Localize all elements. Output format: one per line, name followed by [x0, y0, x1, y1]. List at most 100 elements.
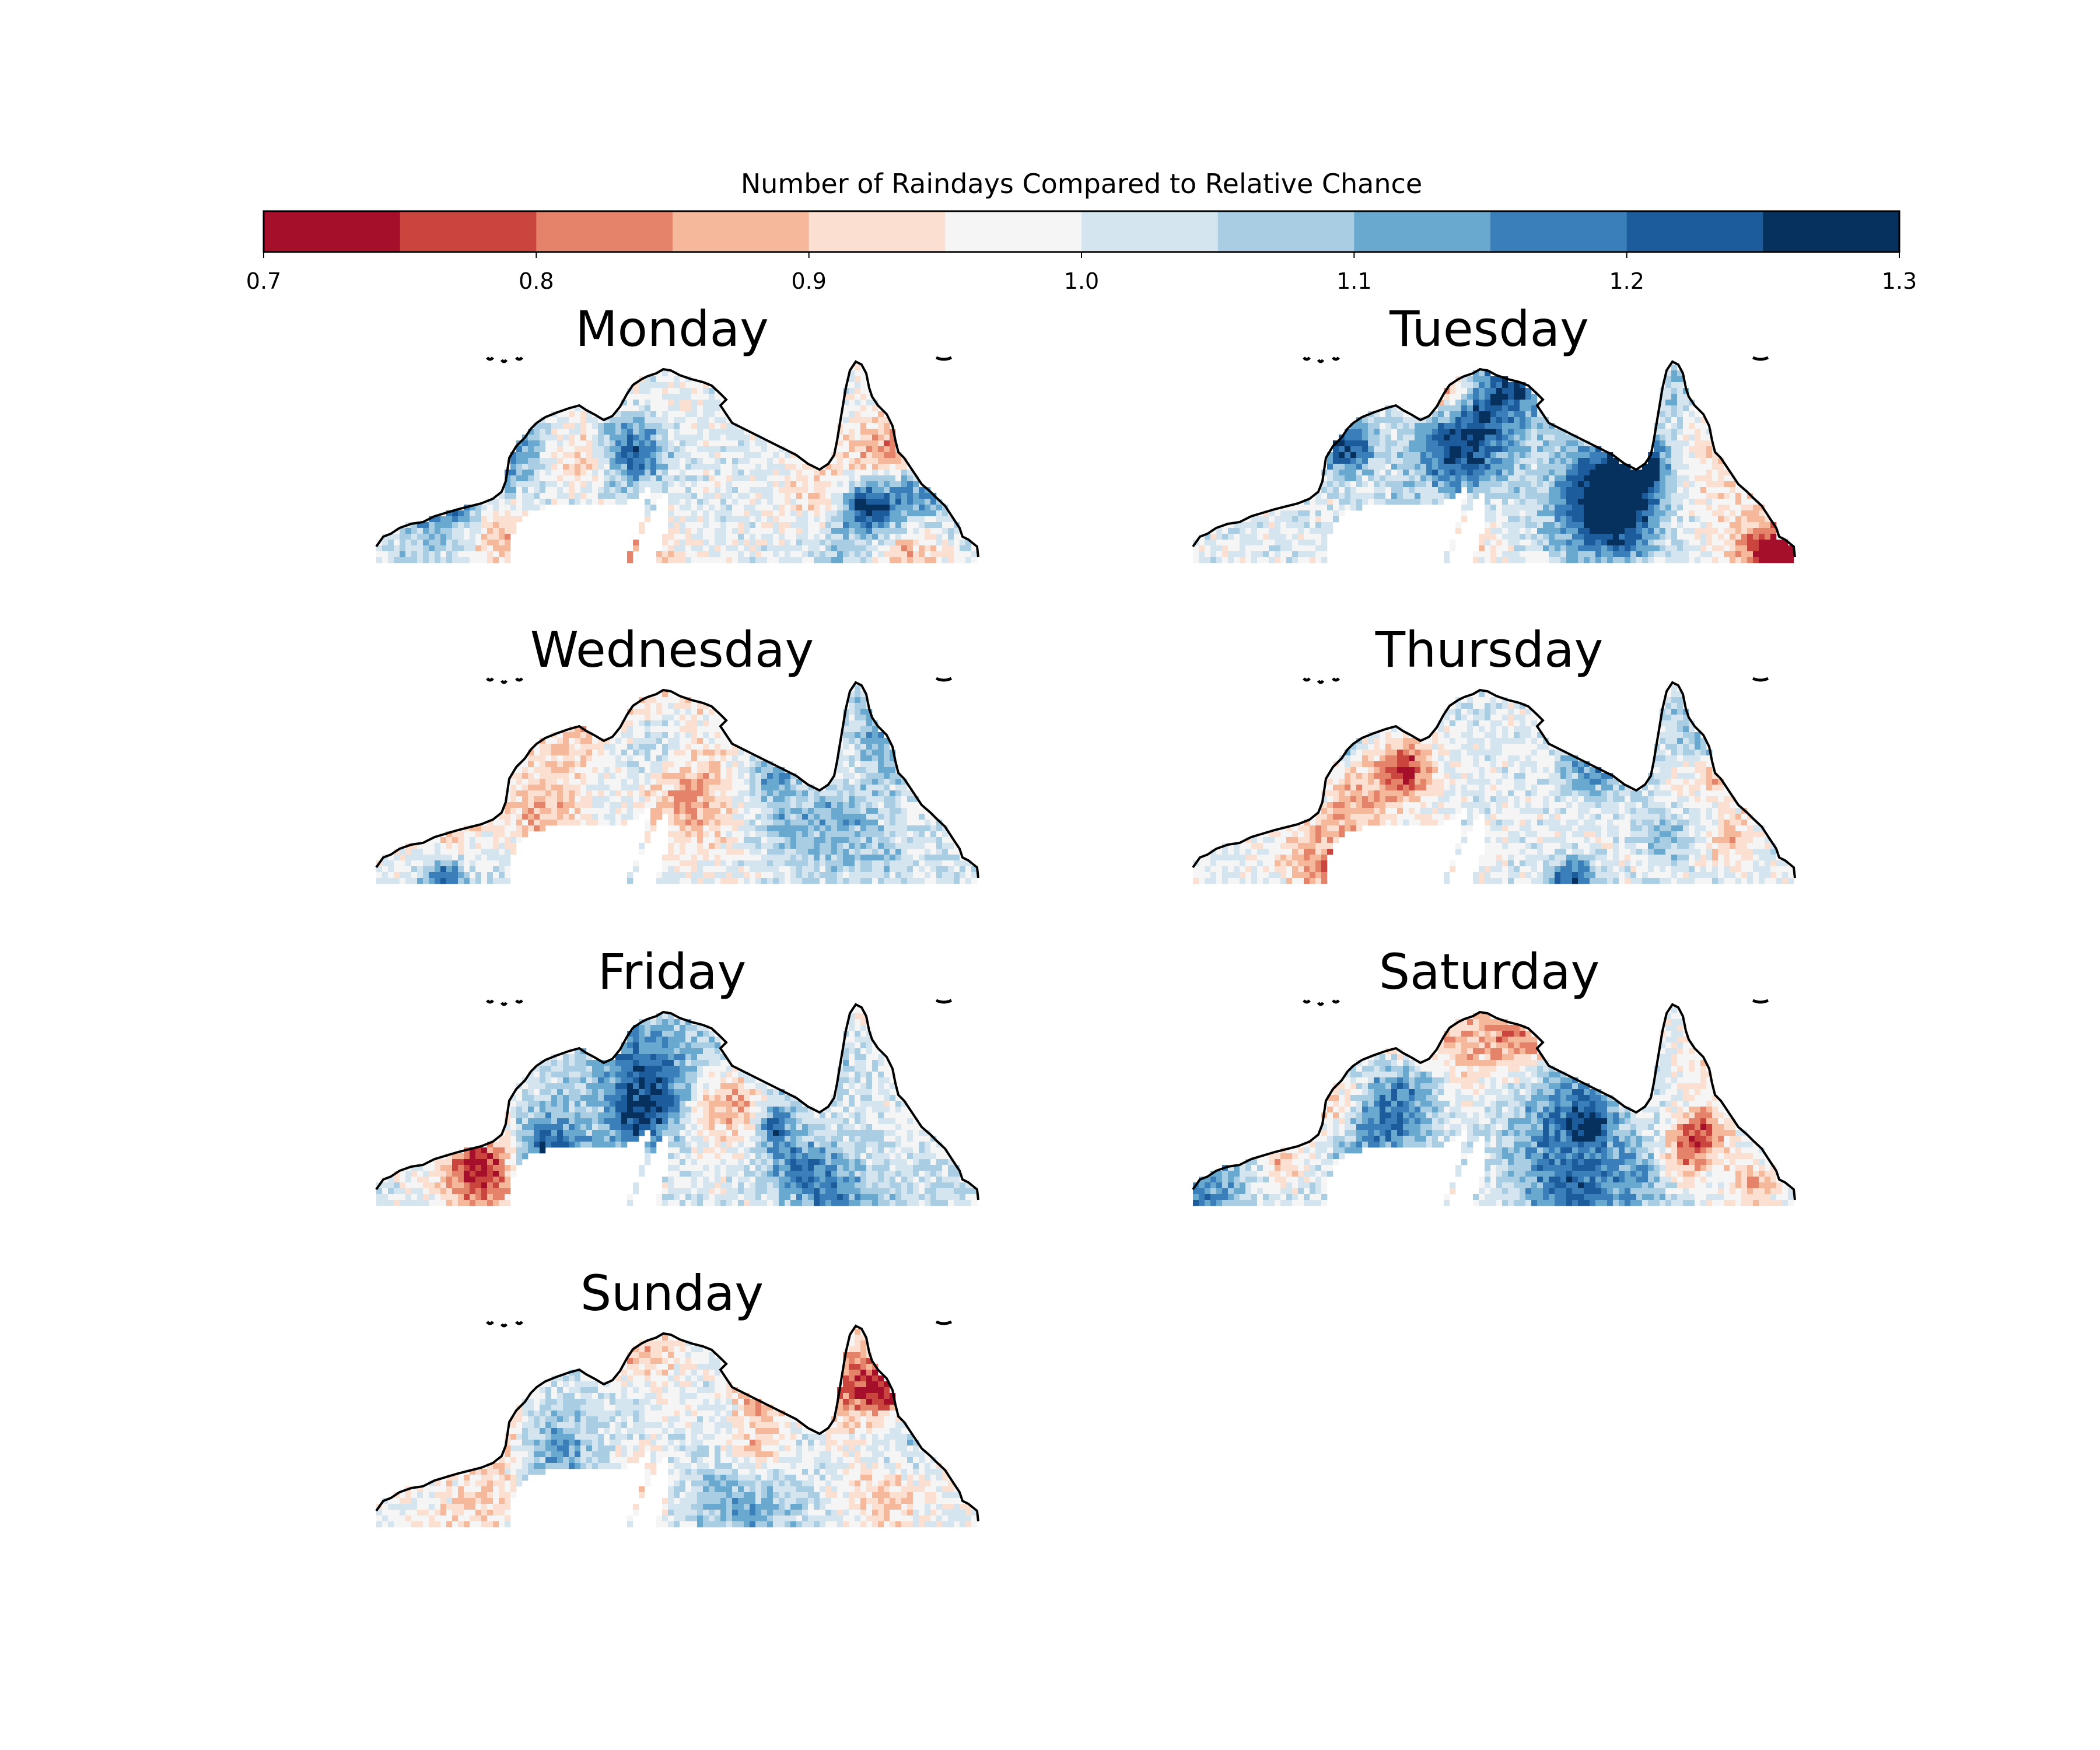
map-cell [895, 843, 902, 849]
map-cell [662, 405, 668, 412]
map-cell [645, 825, 651, 832]
map-cell [1654, 551, 1660, 558]
map-cell [1759, 516, 1765, 523]
map-cell [925, 551, 931, 558]
map-cell [720, 796, 727, 803]
map-cell [598, 744, 604, 750]
map-cell [860, 808, 867, 814]
map-cell [691, 709, 698, 715]
map-cell [516, 510, 523, 517]
map-cell [446, 528, 453, 534]
map-cell [895, 796, 902, 803]
map-cell [855, 755, 861, 762]
map-cell [1630, 522, 1637, 528]
map-cell [849, 458, 855, 464]
map-cell [1560, 435, 1567, 441]
map-cell [510, 790, 517, 797]
map-cell [656, 691, 663, 698]
map-cell [1613, 464, 1619, 470]
map-cell [615, 464, 622, 470]
map-cell [1654, 470, 1660, 476]
map-cell [1607, 505, 1614, 511]
map-cell [1216, 540, 1223, 546]
map-cell [1595, 510, 1602, 517]
map-cell [1520, 557, 1526, 564]
map-cell [1345, 505, 1351, 511]
map-cell [598, 470, 604, 476]
map-cell [913, 796, 919, 803]
map-cell [750, 755, 756, 762]
map-cell [510, 464, 517, 470]
map-cell [761, 814, 768, 820]
map-cell [1514, 429, 1520, 435]
map-cell [685, 540, 692, 546]
map-cell [1782, 557, 1788, 564]
map-cell [1444, 394, 1450, 400]
map-cell [814, 825, 820, 832]
map-cell [1671, 493, 1678, 499]
map-cell [1654, 435, 1660, 441]
map-cell [575, 470, 581, 476]
map-cell [726, 790, 733, 797]
map-cell [907, 802, 914, 808]
map-cell [650, 435, 657, 441]
map-cell [849, 773, 855, 779]
map-cell [1689, 516, 1695, 523]
island-outline [935, 356, 953, 361]
map-cell [1438, 417, 1444, 424]
map-cell [1269, 545, 1275, 552]
map-cell [680, 843, 686, 849]
map-cell [855, 423, 861, 429]
map-cell [615, 440, 622, 447]
map-cell [773, 493, 779, 499]
map-cell [1508, 405, 1514, 412]
map-cell [1467, 481, 1474, 488]
map-cell [1490, 382, 1497, 388]
map-cell [831, 522, 838, 528]
map-cell [557, 750, 564, 756]
map-cell [890, 487, 896, 494]
map-cell [569, 761, 575, 768]
map-cell [1700, 557, 1707, 564]
map-cell [738, 522, 744, 528]
map-cell [1700, 551, 1707, 558]
map-cell [1665, 528, 1672, 534]
map-cell [878, 785, 884, 791]
map-cell [1689, 522, 1695, 528]
map-cell [790, 540, 797, 546]
map-cell [849, 475, 855, 482]
map-cell [744, 440, 750, 447]
map-cell [685, 522, 692, 528]
map-cell [767, 773, 774, 779]
map-cell [668, 755, 674, 762]
map-cell [697, 744, 704, 750]
map-cell [1689, 510, 1695, 517]
map-cell [621, 400, 628, 406]
map-cell [1228, 551, 1234, 558]
map-cell [580, 796, 587, 803]
map-cell [884, 820, 890, 826]
map-cell [522, 808, 528, 814]
map-cell [1356, 499, 1363, 505]
map-cell [499, 522, 505, 528]
map-cell [1531, 499, 1538, 505]
map-cell [557, 790, 564, 797]
map-cell [1397, 458, 1404, 464]
map-cell [814, 790, 820, 797]
map-cell [738, 837, 744, 844]
map-cell [1502, 516, 1508, 523]
map-cell [680, 388, 686, 394]
map-cell [598, 440, 604, 447]
map-cell [1304, 545, 1310, 552]
map-cell [615, 493, 622, 499]
map-cell [1572, 458, 1578, 464]
map-cell [1356, 464, 1363, 470]
map-cell [510, 516, 517, 523]
map-cell [709, 744, 715, 750]
map-cell [522, 510, 528, 517]
map-cell [691, 726, 698, 733]
map-cell [1520, 493, 1526, 499]
map-cell [1613, 557, 1619, 564]
map-cell [1683, 481, 1689, 488]
map-cell [545, 767, 552, 774]
